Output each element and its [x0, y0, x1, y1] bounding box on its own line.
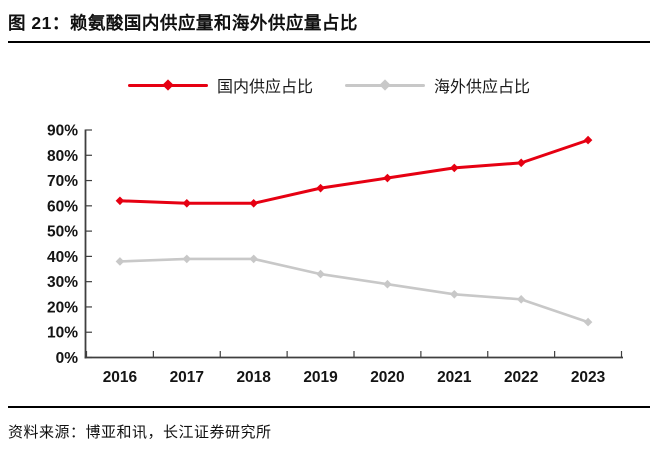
x-tick-label: 2021 — [437, 369, 472, 386]
x-tick-label: 2022 — [504, 369, 538, 386]
legend-label-overseas: 海外供应占比 — [434, 79, 531, 96]
y-tick-label: 50% — [47, 224, 78, 241]
source-note: 资料来源：博亚和讯，长江证券研究所 — [8, 424, 272, 441]
overseas-line-marker-icon — [345, 79, 425, 91]
domestic-series-line — [118, 138, 590, 205]
domestic-data-point — [583, 135, 593, 145]
y-tick-label: 0% — [56, 350, 79, 367]
x-tick-label: 2016 — [103, 369, 138, 386]
domestic-data-point — [383, 173, 392, 183]
domestic-data-point — [516, 158, 526, 168]
overseas-data-point — [316, 269, 325, 279]
x-tick-label: 2018 — [236, 369, 271, 386]
overseas-data-point — [450, 290, 459, 299]
overseas-data-point — [383, 279, 392, 289]
domestic-data-point — [115, 196, 125, 206]
domestic-data-point — [182, 199, 192, 208]
legend-item-domestic: 国内供应占比 — [127, 73, 313, 97]
x-tick-label: 2019 — [303, 369, 338, 386]
y-tick-label: 20% — [47, 299, 78, 316]
y-tick-label: 40% — [47, 249, 78, 266]
legend-label-domestic: 国内供应占比 — [216, 79, 313, 96]
x-tick-label: 2017 — [170, 369, 204, 386]
domestic-line-marker-icon — [127, 79, 208, 91]
legend-item-overseas: 海外供应占比 — [345, 73, 530, 97]
overseas-data-point — [182, 254, 192, 264]
domestic-data-point — [249, 199, 258, 208]
x-tick-label: 2023 — [571, 369, 606, 386]
domestic-data-point — [316, 183, 325, 193]
y-tick-label: 70% — [47, 173, 78, 190]
chart-legend: 国内供应占比 海外供应占比 — [0, 74, 658, 96]
overseas-series-line — [118, 257, 590, 324]
figure-bottom-rule — [8, 406, 650, 408]
y-tick-label: 60% — [47, 198, 78, 215]
y-tick-label: 90% — [47, 123, 78, 140]
y-tick-label: 10% — [47, 325, 78, 342]
domestic-data-point — [450, 163, 459, 173]
x-tick-label: 2020 — [370, 369, 404, 386]
figure-title: 图 21：赖氨酸国内供应量和海外供应量占比 — [8, 11, 650, 43]
y-tick-label: 80% — [47, 148, 78, 165]
overseas-data-point — [115, 257, 125, 266]
overseas-data-point — [249, 254, 258, 264]
y-tick-label: 30% — [47, 274, 78, 291]
overseas-data-point — [516, 295, 526, 304]
overseas-data-point — [583, 317, 593, 327]
